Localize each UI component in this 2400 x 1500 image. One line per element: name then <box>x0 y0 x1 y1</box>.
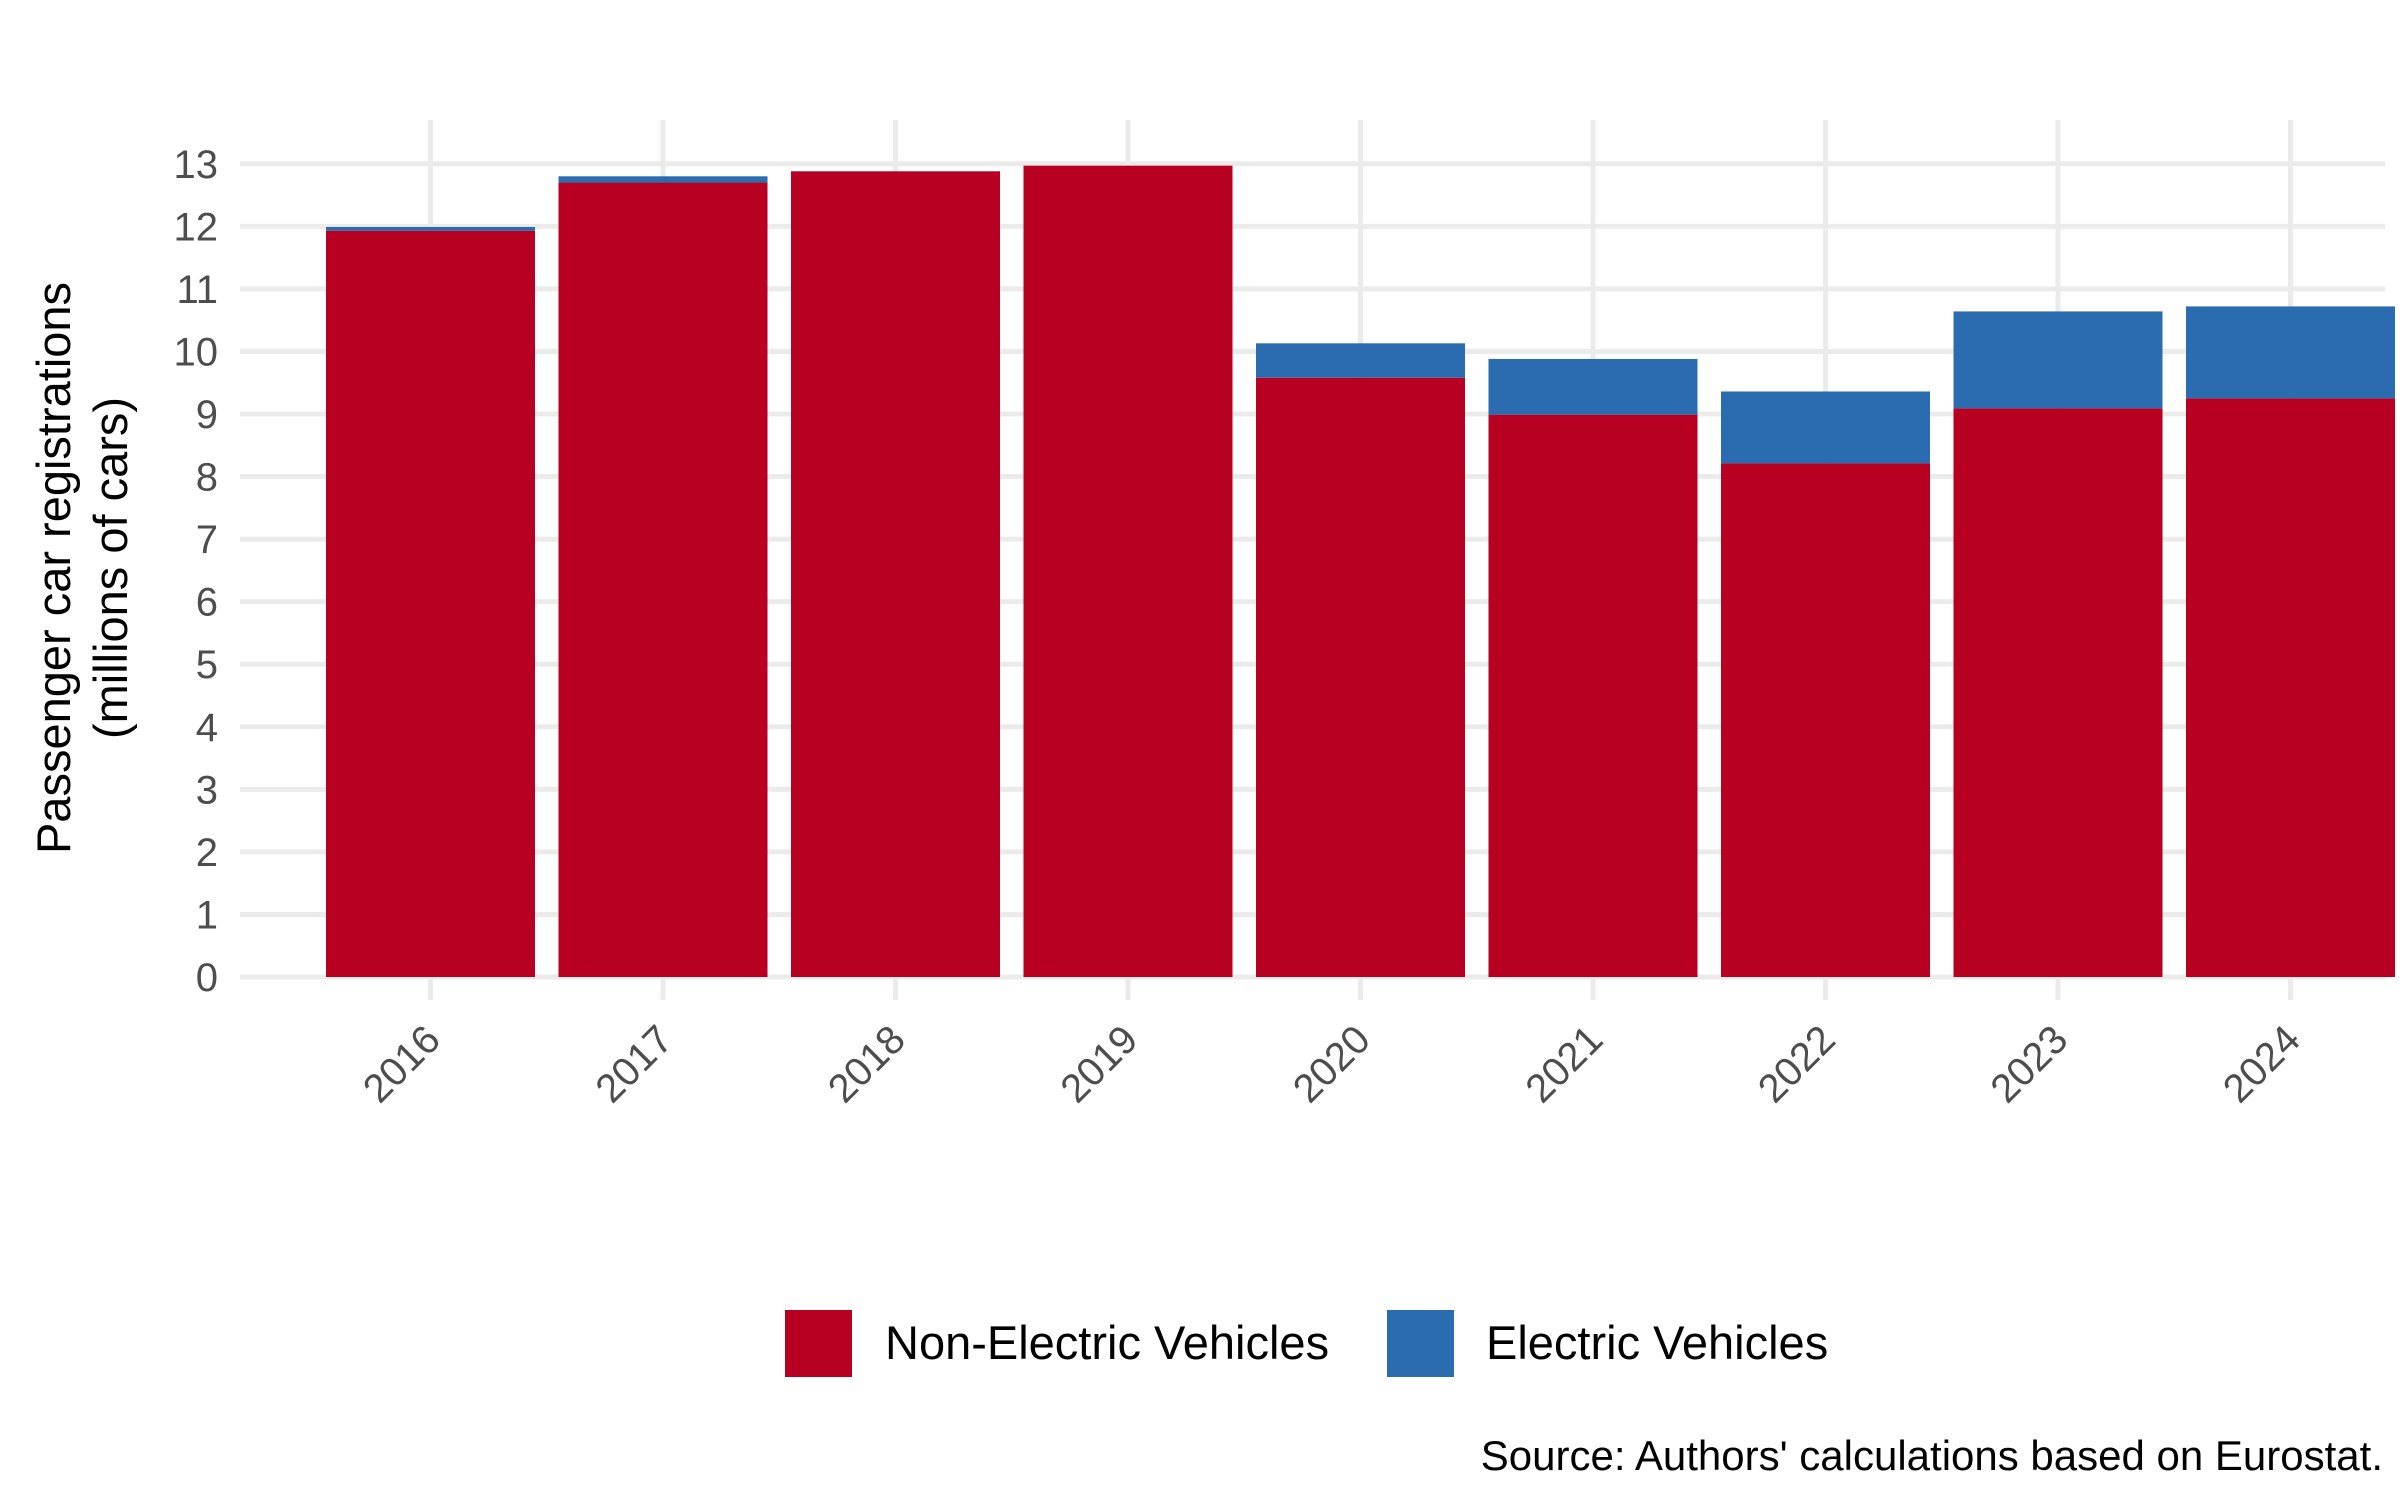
y-tick-label: 4 <box>196 706 218 750</box>
x-tick-label: 2016 <box>355 1017 449 1111</box>
y-tick-label: 10 <box>174 330 219 374</box>
bar-electric-2017 <box>558 176 768 183</box>
bar-electric-2020 <box>1256 343 1465 378</box>
y-tick-label: 1 <box>196 893 218 937</box>
y-tick-label: 2 <box>196 831 218 875</box>
y-tick-label: 7 <box>196 518 218 562</box>
y-tick-label: 6 <box>196 581 218 625</box>
bar-electric-2024 <box>2186 306 2395 399</box>
y-tick-label: 8 <box>196 456 218 500</box>
y-tick-label: 9 <box>196 393 218 437</box>
bars-layer <box>326 165 2395 978</box>
bar-non-electric-2016 <box>326 230 535 977</box>
legend: Non-Electric Vehicles Electric Vehicles <box>785 1310 1828 1377</box>
x-tick-label: 2023 <box>1982 1017 2076 1111</box>
bar-non-electric-2024 <box>2186 398 2395 977</box>
y-axis-title-line-2: (millions of cars) <box>84 397 137 739</box>
y-tick-label: 11 <box>176 268 218 312</box>
x-tick-label: 2024 <box>2215 1017 2309 1111</box>
x-tick-label: 2019 <box>1052 1017 1146 1111</box>
bar-non-electric-2023 <box>1953 408 2163 977</box>
x-tick-label: 2021 <box>1517 1017 1611 1111</box>
source-note: Source: Authors' calculations based on E… <box>1481 1432 2383 1479</box>
legend-label-non-electric: Non-Electric Vehicles <box>885 1316 1329 1369</box>
bar-electric-2021 <box>1488 358 1698 415</box>
bar-non-electric-2020 <box>1256 377 1465 977</box>
bar-electric-2022 <box>1721 391 1930 464</box>
bar-non-electric-2022 <box>1721 463 1930 977</box>
legend-swatch-non-electric <box>785 1310 852 1377</box>
bar-non-electric-2017 <box>558 182 768 977</box>
bar-non-electric-2018 <box>791 171 1000 977</box>
bar-electric-2016 <box>326 226 535 231</box>
y-tick-label: 13 <box>174 143 219 187</box>
x-tick-label: 2018 <box>820 1017 914 1111</box>
y-tick-label: 0 <box>196 956 218 1000</box>
x-tick-label: 2020 <box>1285 1017 1379 1111</box>
x-tick-label: 2022 <box>1750 1017 1844 1111</box>
bar-non-electric-2021 <box>1488 414 1698 978</box>
x-axis-ticks: 2016 2017 2018 2019 2020 2021 2022 2023 2024 <box>355 1017 2309 1111</box>
y-tick-label: 12 <box>174 205 219 249</box>
bar-non-electric-2019 <box>1023 165 1233 977</box>
y-tick-label: 3 <box>196 768 218 812</box>
legend-swatch-electric <box>1387 1310 1454 1377</box>
x-tick-label: 2017 <box>587 1017 681 1111</box>
y-tick-label: 5 <box>196 643 218 687</box>
legend-label-electric: Electric Vehicles <box>1486 1316 1828 1369</box>
bar-electric-2023 <box>1953 311 2163 409</box>
y-axis-title-line-1: Passenger car registrations <box>27 282 80 854</box>
